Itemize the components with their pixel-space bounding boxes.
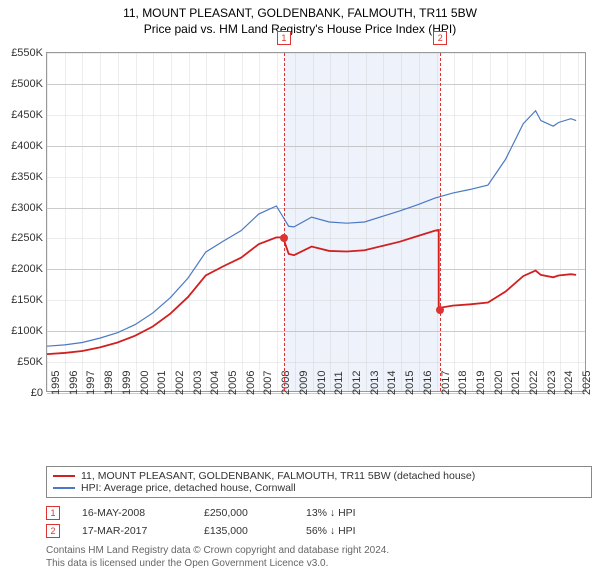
legend-swatch <box>53 475 75 477</box>
series-property <box>47 230 576 354</box>
footer-line-2: This data is licensed under the Open Gov… <box>46 557 592 570</box>
ytick-label: £250K <box>11 232 47 244</box>
chart-subtitle: Price paid vs. HM Land Registry's House … <box>0 22 600 36</box>
ytick-label: £450K <box>11 109 47 121</box>
legend-label: 11, MOUNT PLEASANT, GOLDENBANK, FALMOUTH… <box>81 470 475 482</box>
ytick-label: £400K <box>11 140 47 152</box>
footer-line-1: Contains HM Land Registry data © Crown c… <box>46 544 592 557</box>
sale-marker-box: 2 <box>433 31 447 45</box>
sales-row-date: 17-MAR-2017 <box>82 525 182 537</box>
ytick-label: £550K <box>11 47 47 59</box>
sales-row-diff: 13% ↓ HPI <box>306 507 396 519</box>
legend-box: 11, MOUNT PLEASANT, GOLDENBANK, FALMOUTH… <box>46 466 592 498</box>
legend-row: HPI: Average price, detached house, Corn… <box>53 482 585 494</box>
chart-title: 11, MOUNT PLEASANT, GOLDENBANK, FALMOUTH… <box>0 6 600 20</box>
legend-label: HPI: Average price, detached house, Corn… <box>81 482 296 494</box>
series-hpi <box>47 111 576 346</box>
ytick-label: £150K <box>11 294 47 306</box>
sales-row-price: £250,000 <box>204 507 284 519</box>
ytick-label: £200K <box>11 263 47 275</box>
legend: 11, MOUNT PLEASANT, GOLDENBANK, FALMOUTH… <box>46 466 592 498</box>
ytick-label: £0 <box>31 387 47 399</box>
legend-row: 11, MOUNT PLEASANT, GOLDENBANK, FALMOUTH… <box>53 470 585 482</box>
sales-row-marker: 1 <box>46 506 60 520</box>
plot-area: £0£50K£100K£150K£200K£250K£300K£350K£400… <box>46 52 586 392</box>
chart-area: £0 £50K £100K £150K £200K £250K £300K £350K £400… <box>0 46 600 426</box>
ytick-label: £50K <box>17 356 47 368</box>
ytick-label: £300K <box>11 202 47 214</box>
sales-table: 1 16-MAY-2008 £250,000 13% ↓ HPI 2 17-MAR-201… <box>46 504 592 540</box>
ytick-label: £100K <box>11 325 47 337</box>
sales-row-marker: 2 <box>46 524 60 538</box>
sales-row-date: 16-MAY-2008 <box>82 507 182 519</box>
sales-row-price: £135,000 <box>204 525 284 537</box>
sales-row-diff: 56% ↓ HPI <box>306 525 396 537</box>
sales-row: 2 17-MAR-2017 £135,000 56% ↓ HPI <box>46 522 592 540</box>
series-svg <box>47 53 585 391</box>
ytick-label: £500K <box>11 78 47 90</box>
ytick-label: £350K <box>11 171 47 183</box>
legend-swatch <box>53 487 75 488</box>
footer: Contains HM Land Registry data © Crown c… <box>46 544 592 570</box>
sale-dot <box>280 234 288 242</box>
title-block: 11, MOUNT PLEASANT, GOLDENBANK, FALMOUTH… <box>0 0 600 38</box>
chart-container: 11, MOUNT PLEASANT, GOLDENBANK, FALMOUTH… <box>0 0 600 560</box>
sale-dot <box>436 306 444 314</box>
sale-marker-box: 1 <box>277 31 291 45</box>
sales-row: 1 16-MAY-2008 £250,000 13% ↓ HPI <box>46 504 592 522</box>
